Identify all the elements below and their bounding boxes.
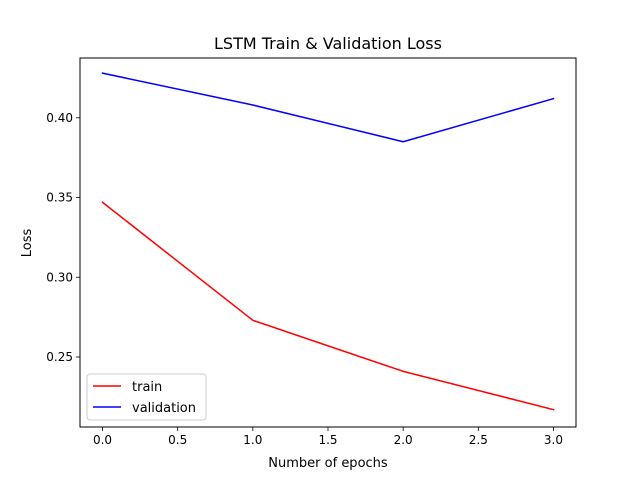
x-tick-label: 2.0 (394, 433, 413, 447)
series-line-train (101, 201, 555, 411)
x-tick-label: 3.0 (544, 433, 563, 447)
x-tick-label: 1.5 (318, 433, 337, 447)
y-tick-label: 0.40 (46, 111, 73, 125)
x-axis-ticks: 0.0 0.5 1.0 1.5 2.0 2.5 3.0 (93, 427, 563, 447)
y-axis-ticks: 0.25 0.30 0.35 0.40 (46, 111, 80, 364)
legend-label-train: train (132, 380, 162, 395)
x-axis-label: Number of epochs (268, 456, 388, 471)
legend: train validation (86, 373, 207, 421)
chart-title: LSTM Train & Validation Loss (214, 34, 442, 53)
series-line-validation (101, 72, 555, 143)
y-tick-label: 0.35 (46, 191, 73, 205)
x-tick-label: 0.5 (168, 433, 187, 447)
series-layer (101, 72, 555, 411)
x-tick-label: 2.5 (469, 433, 488, 447)
y-axis-label: Loss (20, 229, 35, 258)
x-tick-label: 0.0 (93, 433, 112, 447)
plot-area (79, 57, 577, 428)
y-tick-label: 0.25 (46, 350, 73, 364)
x-tick-label: 1.0 (243, 433, 262, 447)
axes-background (80, 58, 576, 427)
y-tick-label: 0.30 (46, 270, 73, 284)
legend-label-validation: validation (132, 401, 196, 416)
